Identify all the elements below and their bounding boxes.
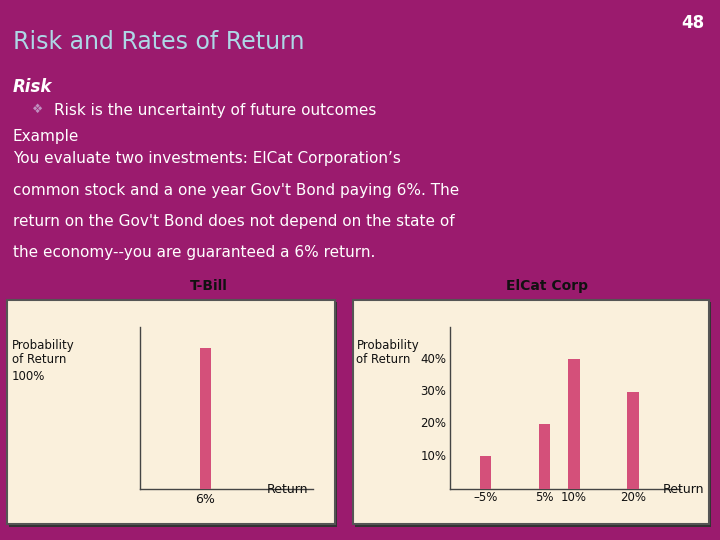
Text: Risk is the uncertainty of future outcomes: Risk is the uncertainty of future outcom… xyxy=(54,103,377,118)
Text: 10%: 10% xyxy=(420,450,446,463)
Text: 100%: 100% xyxy=(12,370,45,383)
Text: Risk and Rates of Return: Risk and Rates of Return xyxy=(13,30,305,53)
Bar xyxy=(539,424,550,489)
Bar xyxy=(200,348,211,489)
Text: Example: Example xyxy=(13,129,79,144)
Text: T-Bill: T-Bill xyxy=(190,279,228,293)
Text: Risk: Risk xyxy=(13,78,53,96)
Text: ElCat Corp: ElCat Corp xyxy=(506,279,588,293)
Text: ❖: ❖ xyxy=(32,103,44,116)
Text: 30%: 30% xyxy=(420,385,446,398)
Text: common stock and a one year Gov't Bond paying 6%. The: common stock and a one year Gov't Bond p… xyxy=(13,183,459,198)
Bar xyxy=(627,392,639,489)
Text: You evaluate two investments: ElCat Corporation’s: You evaluate two investments: ElCat Corp… xyxy=(13,151,401,166)
Text: of Return: of Return xyxy=(356,353,411,366)
Text: Return: Return xyxy=(662,483,704,496)
Text: return on the Gov't Bond does not depend on the state of: return on the Gov't Bond does not depend… xyxy=(13,214,454,229)
Bar xyxy=(568,359,580,489)
Bar xyxy=(480,456,491,489)
Text: 48: 48 xyxy=(681,14,704,31)
Text: 40%: 40% xyxy=(420,353,446,366)
Text: Return: Return xyxy=(266,483,308,496)
Text: 20%: 20% xyxy=(420,417,446,430)
Text: Probability: Probability xyxy=(12,339,74,352)
Text: Probability: Probability xyxy=(356,339,419,352)
Text: the economy--you are guaranteed a 6% return.: the economy--you are guaranteed a 6% ret… xyxy=(13,245,375,260)
Text: of Return: of Return xyxy=(12,353,66,366)
